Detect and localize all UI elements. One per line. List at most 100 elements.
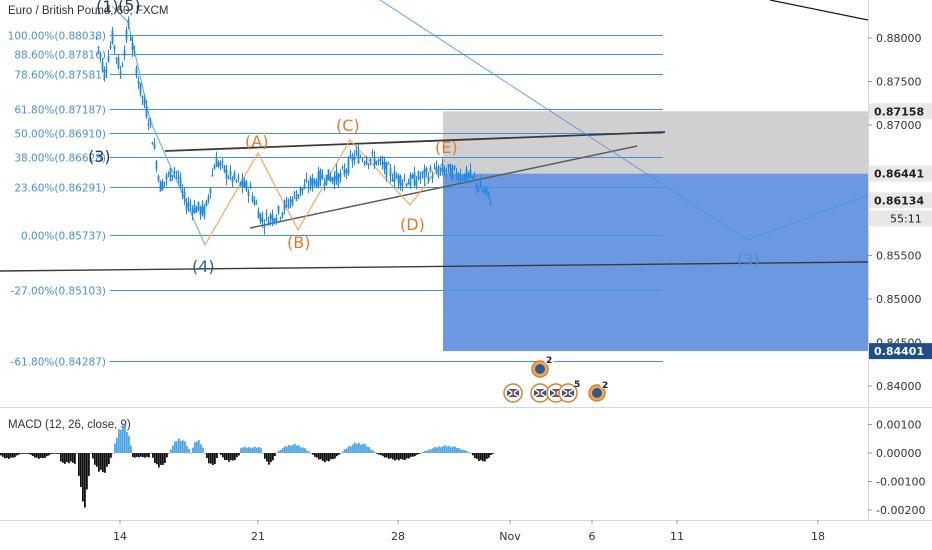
blue-wave-path[interactable] bbox=[111, 5, 206, 246]
candle-body bbox=[235, 180, 238, 182]
macd-bar bbox=[492, 453, 494, 454]
macd-bar bbox=[280, 449, 282, 453]
macd-bar bbox=[248, 447, 250, 453]
wave-label-5: (4) bbox=[192, 257, 215, 276]
macd-bar bbox=[28, 453, 30, 455]
macd-bar bbox=[440, 447, 442, 453]
time-axis[interactable]: 14 21 28 Nov 6 11 18 bbox=[113, 520, 825, 543]
candle-body bbox=[481, 189, 484, 192]
macd-bar bbox=[370, 449, 372, 453]
fib-level-label: 0.00%(0.85737) bbox=[21, 231, 106, 243]
macd-bar bbox=[284, 446, 286, 453]
macd-bar bbox=[174, 441, 176, 453]
uk-flag-event-icon[interactable]: 5 bbox=[558, 380, 580, 403]
top-right-trend-line[interactable] bbox=[769, 0, 869, 21]
macd-bar bbox=[456, 448, 458, 453]
fibonacci-retracement[interactable]: 100.00%(0.88038) 88.60%(0.87816) 78.60%(0.… bbox=[0, 31, 663, 369]
macd-bar bbox=[36, 453, 38, 458]
candle-body bbox=[139, 83, 142, 94]
candle-body bbox=[323, 182, 326, 185]
macd-bar bbox=[430, 449, 432, 453]
macd-bar bbox=[196, 441, 198, 453]
symbol-title[interactable]: Euro / British Pound, 60, FXCM bbox=[8, 5, 168, 17]
uk-flag-event-icon[interactable] bbox=[530, 383, 550, 403]
macd-bar bbox=[210, 453, 212, 464]
candle-body bbox=[399, 176, 402, 187]
economic-event-icon[interactable]: 2 bbox=[531, 355, 554, 378]
macd-bar bbox=[218, 453, 220, 454]
candle-body bbox=[451, 167, 454, 180]
price-tag bbox=[869, 192, 932, 209]
macd-bar bbox=[136, 453, 138, 457]
macd-bar bbox=[192, 447, 194, 453]
macd-bar bbox=[202, 447, 204, 453]
macd-bar bbox=[158, 453, 160, 468]
price-series[interactable] bbox=[95, 16, 492, 235]
candle-body bbox=[393, 170, 396, 183]
macd-bar bbox=[44, 453, 46, 458]
triangle-lower-line[interactable] bbox=[249, 145, 638, 229]
macd-bar bbox=[52, 453, 54, 454]
candle-body bbox=[215, 157, 218, 167]
candle-body bbox=[309, 177, 312, 186]
event-markers[interactable]: 2 5 bbox=[503, 355, 610, 403]
macd-bar bbox=[216, 453, 218, 459]
macd-bar bbox=[292, 444, 294, 453]
candle-body bbox=[211, 174, 214, 177]
macd-bar bbox=[266, 453, 268, 462]
macd-bar bbox=[190, 453, 192, 454]
macd-bar bbox=[96, 453, 98, 467]
candle-body bbox=[117, 58, 120, 69]
macd-bar bbox=[434, 447, 436, 453]
candle-body bbox=[159, 181, 162, 192]
long-trend-line[interactable] bbox=[0, 261, 869, 272]
macd-bar bbox=[242, 447, 244, 453]
candle-body bbox=[173, 170, 176, 172]
triangle-upper-line[interactable] bbox=[164, 131, 666, 152]
macd-bar bbox=[232, 453, 234, 461]
candle-body bbox=[269, 214, 272, 219]
macd-pane[interactable] bbox=[0, 408, 868, 520]
candle-body bbox=[443, 168, 446, 175]
candle-body bbox=[353, 155, 356, 161]
uk-flag-event-icon[interactable] bbox=[503, 383, 523, 403]
macd-bar bbox=[116, 437, 118, 453]
candle-body bbox=[465, 168, 468, 180]
macd-bar bbox=[114, 443, 116, 453]
candle-body bbox=[95, 37, 98, 39]
candle-body bbox=[419, 177, 422, 179]
macd-tick-label: 0.00100 bbox=[876, 419, 922, 432]
candle-body bbox=[167, 173, 170, 175]
candle-body bbox=[437, 170, 440, 177]
macd-tick-label: 0.00000 bbox=[876, 447, 922, 460]
macd-axis[interactable]: 0.00100 0.00000 -0.00100 -0.00200 bbox=[868, 419, 925, 518]
target-zone-box[interactable] bbox=[443, 111, 868, 174]
trend-lines[interactable] bbox=[0, 0, 869, 272]
macd-bar bbox=[60, 453, 62, 462]
macd-bar bbox=[400, 453, 402, 459]
macd-bar bbox=[130, 445, 132, 453]
candle-body bbox=[205, 200, 208, 206]
macd-bar bbox=[194, 442, 196, 453]
macd-bar bbox=[458, 447, 460, 453]
projection-path[interactable] bbox=[379, 0, 869, 241]
macd-bar bbox=[200, 444, 202, 453]
candle-body bbox=[193, 204, 196, 213]
macd-title[interactable]: MACD (12, 26, close, 9) bbox=[8, 419, 131, 431]
candle-body bbox=[149, 119, 152, 123]
candle-body bbox=[475, 183, 478, 189]
macd-histogram[interactable] bbox=[0, 423, 494, 508]
time-tick-label: 28 bbox=[391, 530, 405, 543]
candle-body bbox=[333, 176, 336, 185]
candle-body bbox=[315, 181, 318, 187]
macd-bar bbox=[238, 453, 240, 456]
economic-event-icon[interactable]: 2 bbox=[588, 379, 610, 402]
macd-bar bbox=[164, 453, 166, 463]
macd-bar bbox=[206, 453, 208, 459]
candle-body bbox=[199, 207, 202, 215]
candle-body bbox=[337, 173, 340, 185]
candle-body bbox=[357, 151, 360, 164]
macd-bar bbox=[18, 453, 20, 455]
macd-bar bbox=[360, 444, 362, 453]
